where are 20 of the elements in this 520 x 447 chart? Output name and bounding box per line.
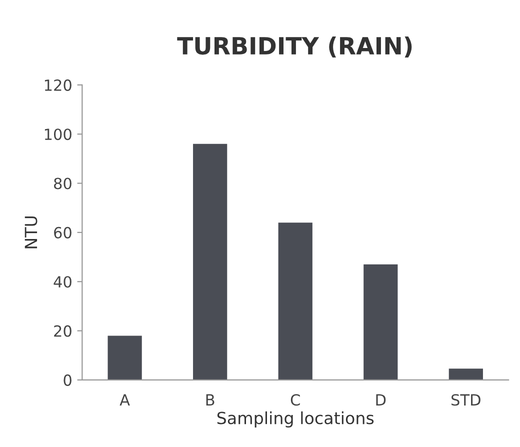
bar (364, 264, 398, 380)
bar (193, 144, 228, 380)
x-tick-label: STD (452, 394, 480, 406)
bar (448, 368, 483, 380)
y-tick-label: 80 (54, 178, 72, 190)
y-tick-label: 20 (54, 325, 72, 337)
chart-title: TURBIDITY (RAIN) (177, 36, 412, 58)
bar (108, 336, 142, 380)
y-tick-label: 40 (54, 276, 72, 288)
bar (278, 222, 312, 380)
x-tick-label: A (120, 394, 130, 406)
y-tick-label: 60 (54, 226, 72, 238)
x-axis-title: Sampling locations (217, 411, 374, 428)
y-tick-label: 0 (64, 374, 72, 386)
x-tick-label: B (206, 394, 214, 406)
y-tick-label: 100 (44, 128, 72, 140)
x-tick-label: C (290, 394, 300, 406)
x-tick-label: D (376, 394, 386, 406)
y-tick-label: 120 (44, 79, 72, 91)
y-axis-title: NTU (24, 216, 38, 248)
